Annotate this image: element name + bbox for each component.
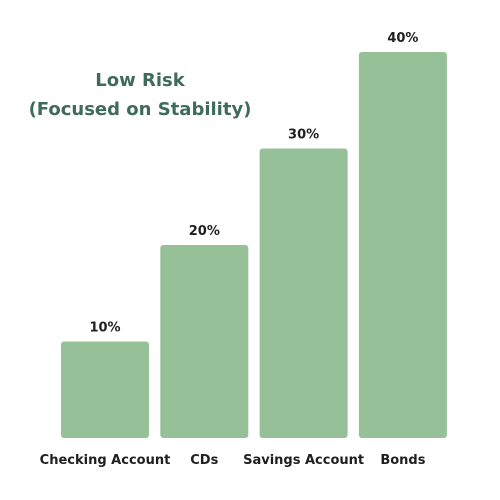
data-label-checking-account: 10% bbox=[89, 321, 120, 336]
bar-bonds bbox=[359, 52, 447, 438]
category-label-checking-account: Checking Account bbox=[40, 453, 171, 468]
bar-checking-account bbox=[61, 342, 149, 439]
category-label-bonds: Bonds bbox=[380, 453, 425, 468]
bar-savings-account bbox=[260, 149, 348, 439]
category-label-cds: CDs bbox=[190, 453, 218, 468]
data-label-cds: 20% bbox=[189, 224, 220, 239]
bar-cds bbox=[160, 245, 248, 438]
data-label-bonds: 40% bbox=[387, 31, 418, 46]
data-label-savings-account: 30% bbox=[288, 128, 319, 143]
category-label-savings-account: Savings Account bbox=[243, 453, 364, 468]
